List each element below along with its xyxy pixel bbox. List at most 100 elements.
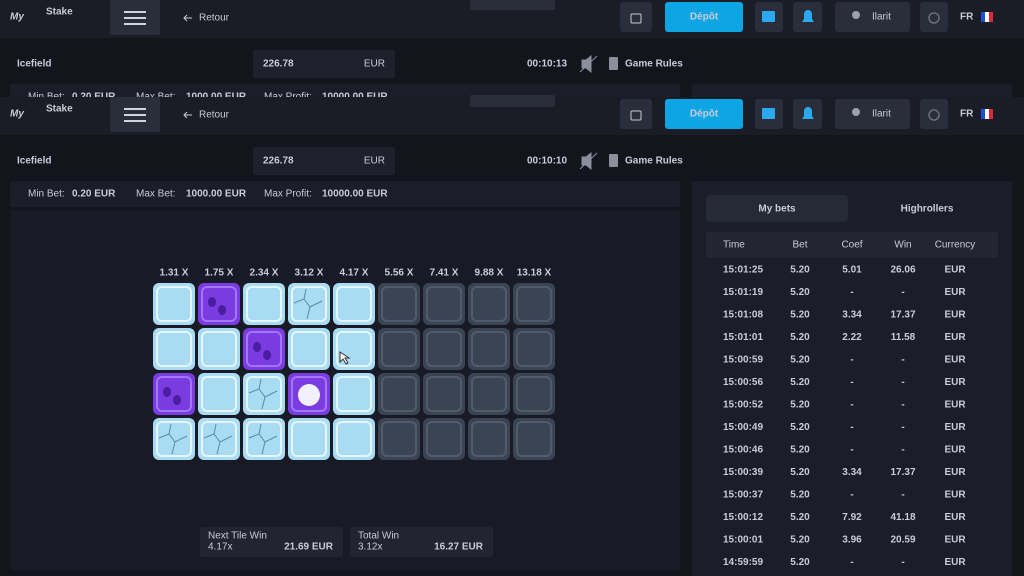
bet-cell: 15:01:25 bbox=[723, 265, 763, 276]
yeti bbox=[298, 384, 320, 406]
tile[interactable] bbox=[513, 418, 555, 460]
tile-inner bbox=[471, 286, 507, 322]
tile[interactable] bbox=[513, 328, 555, 370]
tile-inner bbox=[426, 376, 462, 412]
deposit-button[interactable] bbox=[665, 99, 743, 129]
bet-cell: EUR bbox=[944, 467, 966, 478]
bet-cell: 15:01:01 bbox=[723, 332, 763, 343]
back-arrow-text: Retour bbox=[199, 110, 230, 121]
tile-inner bbox=[426, 421, 462, 457]
tile[interactable] bbox=[513, 373, 555, 415]
balance: 226.78 bbox=[263, 59, 294, 70]
user-name: Ilarit bbox=[872, 12, 891, 23]
multiplier: 13.18 X bbox=[517, 268, 552, 279]
crack bbox=[248, 423, 278, 455]
bet-cell: - bbox=[850, 287, 853, 298]
balance: 226.78 bbox=[263, 156, 294, 167]
bet-cell: 15:01:08 bbox=[723, 310, 763, 321]
tile-inner bbox=[516, 331, 552, 367]
bet-cell: 14:59:59 bbox=[723, 557, 763, 568]
flag bbox=[989, 12, 993, 22]
bet-cell: 5.20 bbox=[790, 535, 810, 546]
bet-cell: - bbox=[901, 422, 904, 433]
user-button[interactable] bbox=[835, 2, 910, 32]
table-header bbox=[706, 232, 998, 258]
game-title: Icefield bbox=[17, 156, 51, 167]
tile[interactable] bbox=[468, 328, 510, 370]
tab-active[interactable] bbox=[706, 195, 848, 222]
bet-cell: - bbox=[901, 287, 904, 298]
logo-sub: Stake bbox=[46, 104, 73, 115]
lock-button[interactable] bbox=[620, 2, 652, 32]
bet-cell: - bbox=[850, 557, 853, 568]
bet-cell: - bbox=[901, 377, 904, 388]
user-button[interactable] bbox=[835, 99, 910, 129]
win-amount: 21.69 EUR bbox=[284, 542, 334, 553]
tile-inner bbox=[156, 286, 192, 322]
tile-inner bbox=[246, 286, 282, 322]
bet-cell: 5.01 bbox=[842, 265, 862, 276]
tile[interactable] bbox=[423, 418, 465, 460]
tab[interactable]: Highrollers bbox=[901, 204, 954, 215]
multiplier: 5.56 X bbox=[385, 268, 414, 279]
tab[interactable]: My bets bbox=[758, 204, 796, 215]
flag bbox=[981, 12, 985, 22]
tile[interactable] bbox=[468, 283, 510, 325]
deposit-text: Dépôt bbox=[690, 109, 719, 120]
bet-cell: - bbox=[901, 557, 904, 568]
bet-cell: - bbox=[850, 490, 853, 501]
tile[interactable] bbox=[378, 373, 420, 415]
power-button[interactable] bbox=[920, 99, 948, 129]
tile[interactable] bbox=[468, 373, 510, 415]
tile-inner bbox=[381, 376, 417, 412]
tile-inner bbox=[336, 331, 372, 367]
bet-cell: - bbox=[850, 445, 853, 456]
bet-cell: EUR bbox=[944, 490, 966, 501]
tile[interactable] bbox=[378, 418, 420, 460]
bet-cell: EUR bbox=[944, 377, 966, 388]
tile-inner bbox=[336, 376, 372, 412]
back-arrow bbox=[183, 111, 192, 119]
top-tab bbox=[470, 95, 555, 107]
bet-cell: 15:00:49 bbox=[723, 422, 763, 433]
tile[interactable] bbox=[378, 328, 420, 370]
bet-cell: 3.34 bbox=[842, 467, 862, 478]
bet-cell: - bbox=[850, 422, 853, 433]
tile[interactable] bbox=[423, 283, 465, 325]
bet-cell: 5.20 bbox=[790, 512, 810, 523]
menu-icon bbox=[124, 120, 146, 122]
multiplier: 3.12 X bbox=[295, 268, 324, 279]
tile bbox=[153, 373, 195, 415]
game-title: Icefield bbox=[17, 59, 51, 70]
tile-inner bbox=[201, 286, 237, 322]
bet-cell: - bbox=[901, 400, 904, 411]
bet-cell: EUR bbox=[944, 355, 966, 366]
deposit-button[interactable] bbox=[665, 2, 743, 32]
game-rules[interactable]: Game Rules bbox=[625, 59, 683, 70]
power-button[interactable] bbox=[920, 2, 948, 32]
game-rules[interactable]: Game Rules bbox=[625, 156, 683, 167]
tile-inner bbox=[471, 421, 507, 457]
logo: My bbox=[10, 12, 24, 23]
bet-cell: 26.06 bbox=[890, 265, 915, 276]
tile bbox=[153, 418, 195, 460]
tile-inner bbox=[291, 286, 327, 322]
tile[interactable] bbox=[513, 283, 555, 325]
tile[interactable] bbox=[378, 283, 420, 325]
bet-cell: 5.20 bbox=[790, 467, 810, 478]
power-icon bbox=[928, 12, 940, 24]
tile[interactable] bbox=[423, 373, 465, 415]
bet-cell: 2.22 bbox=[842, 332, 862, 343]
bet-cell: 5.20 bbox=[790, 557, 810, 568]
tile[interactable] bbox=[423, 328, 465, 370]
sound-icon bbox=[579, 54, 598, 74]
crack bbox=[248, 378, 278, 410]
tile bbox=[198, 328, 240, 370]
win-label: Total Win bbox=[358, 531, 399, 542]
tile[interactable] bbox=[468, 418, 510, 460]
footprint bbox=[253, 342, 272, 360]
tile-inner bbox=[336, 286, 372, 322]
lock-button[interactable] bbox=[620, 99, 652, 129]
multiplier: 1.75 X bbox=[205, 268, 234, 279]
user-icon bbox=[852, 11, 860, 19]
